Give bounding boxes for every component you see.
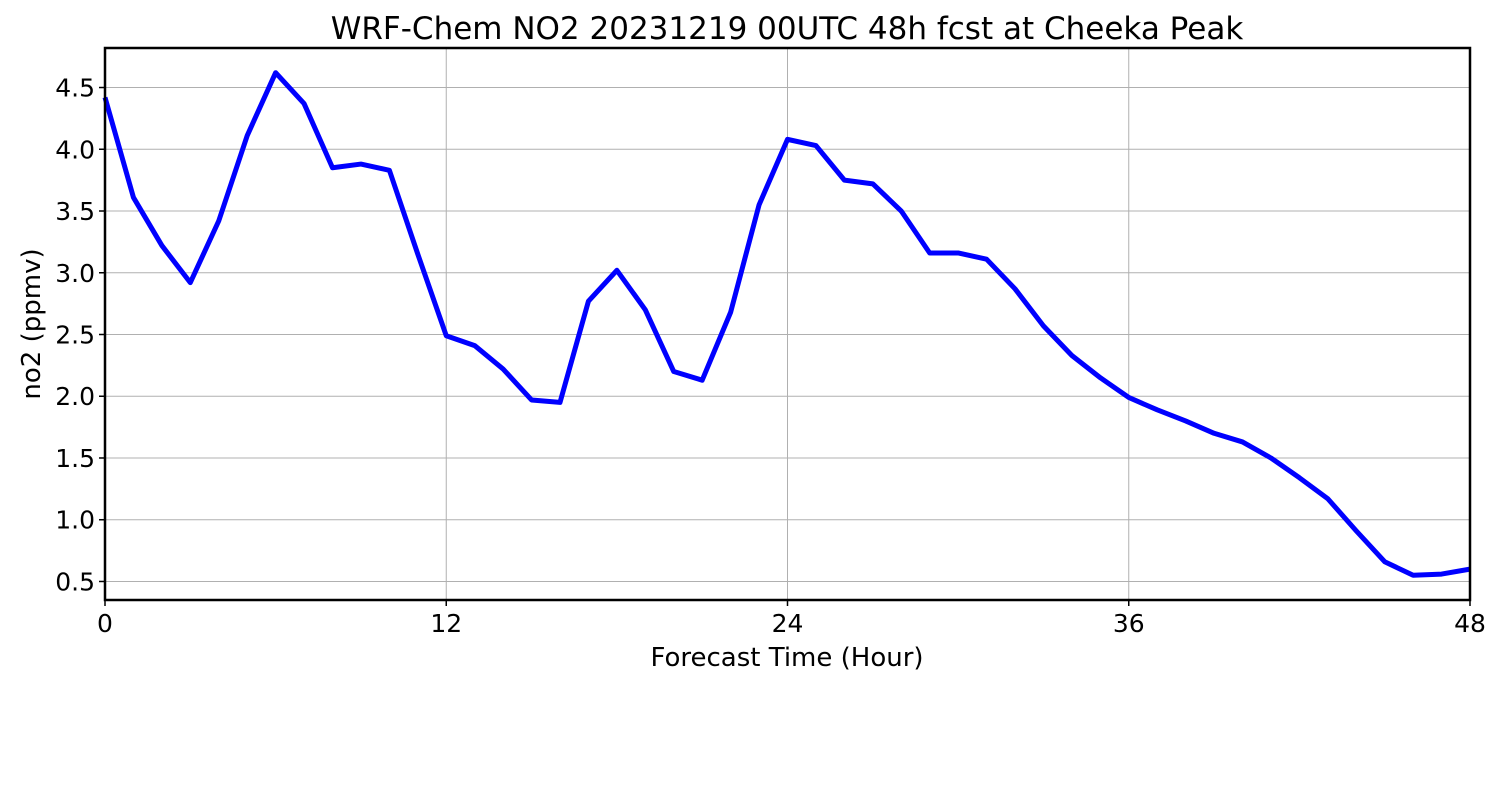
y-tick-label: 4.0 bbox=[55, 135, 95, 164]
x-axis-label: Forecast Time (Hour) bbox=[650, 643, 923, 673]
grid bbox=[104, 48, 1471, 600]
y-tick-label: 3.0 bbox=[55, 259, 95, 288]
y-tick-label: 3.5 bbox=[55, 197, 95, 226]
ticks: 0 12 24 36 48 0.5 1.0 1.5 2.0 2.5 3.0 3.5 4.0 4.5 bbox=[55, 74, 1486, 638]
y-axis-label: no2 (ppmv) bbox=[17, 248, 47, 399]
x-tick-label: 0 bbox=[97, 609, 113, 638]
x-tick-label: 48 bbox=[1454, 609, 1486, 638]
x-tick-label: 36 bbox=[1113, 609, 1145, 638]
y-tick-label: 2.0 bbox=[55, 382, 95, 411]
y-tick-label: 1.5 bbox=[55, 444, 95, 473]
y-tick-label: 1.0 bbox=[55, 506, 95, 535]
x-tick-label: 12 bbox=[430, 609, 462, 638]
series-layer bbox=[102, 70, 1471, 578]
chart-title: WRF-Chem NO2 20231219 00UTC 48h fcst at … bbox=[331, 11, 1244, 47]
y-tick-label: 2.5 bbox=[55, 320, 95, 349]
y-tick-label: 4.5 bbox=[55, 74, 95, 103]
y-tick-label: 0.5 bbox=[55, 567, 95, 596]
x-tick-label: 24 bbox=[772, 609, 804, 638]
